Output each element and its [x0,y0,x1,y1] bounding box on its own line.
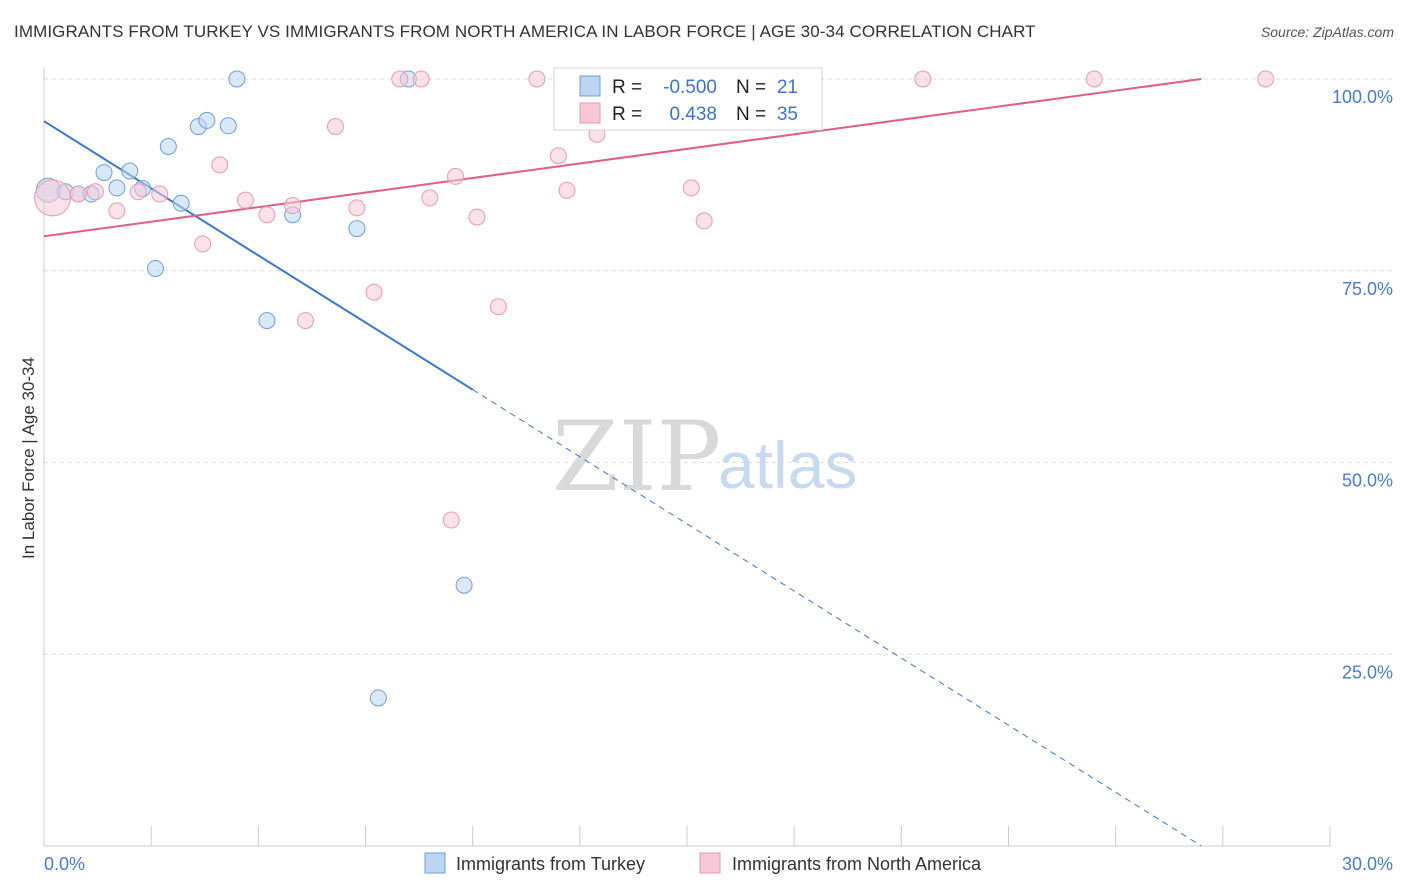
point-na-13 [348,199,366,217]
point-na-24 [558,181,576,199]
point-na-15 [391,70,409,88]
point-turkey-6 [121,162,139,180]
point-na-7 [211,156,229,174]
source-credit: Source: ZipAtlas.com [1260,24,1394,40]
point-turkey-20 [455,576,473,594]
legend-swatch-na [579,102,601,124]
data-points [34,70,1275,707]
point-na-8 [236,191,254,209]
y-axis-title: In Labor Force | Age 30-34 [19,357,38,559]
point-na-2 [86,183,104,201]
point-na-5 [151,185,169,203]
legend-n-value-na: 35 [777,104,798,125]
point-turkey-14 [228,70,246,88]
point-turkey-12 [198,111,216,129]
point-na-16 [412,70,430,88]
point-na-12 [326,118,344,136]
point-na-32 [914,70,932,88]
point-na-23 [549,147,567,165]
legend-r-value-turkey: -0.500 [663,77,717,98]
point-na-17 [421,189,439,207]
point-na-10 [284,197,302,215]
point-na-34 [1257,70,1275,88]
point-na-21 [489,298,507,316]
bottom-legend-swatch-turkey [424,852,446,874]
watermark-atlas: atlas [718,428,857,502]
point-turkey-10 [172,194,190,212]
watermark: ZIP atlas [552,401,857,513]
point-turkey-18 [369,689,387,707]
point-na-20 [468,208,486,226]
point-na-14 [365,283,383,301]
axes: 100.0% 75.0% 50.0% 25.0% 0.0% 30.0% [43,68,1393,874]
bottom-legend-label-na: Immigrants from North America [732,854,982,874]
point-turkey-13 [219,117,237,135]
watermark-zip: ZIP [552,401,721,513]
chart-title: IMMIGRANTS FROM TURKEY VS IMMIGRANTS FRO… [14,22,1036,41]
legend-r-value-na: 0.438 [669,104,717,125]
y-tick-label-1: 75.0% [1342,279,1393,299]
legend-n-label-na: N = [736,104,766,125]
x-tick-label-1: 30.0% [1342,854,1393,874]
stats-legend: R = -0.500 N = 21 R = 0.438 N = 35 [553,67,823,131]
series-legend: Immigrants from Turkey Immigrants from N… [424,852,982,874]
point-turkey-17 [348,220,366,238]
trend-line-na [43,78,1202,238]
point-na-0 [34,179,72,217]
y-tick-label-0: 100.0% [1332,87,1393,107]
point-turkey-8 [146,259,164,277]
point-na-22 [528,70,546,88]
point-na-1 [69,185,87,203]
point-na-3 [108,202,126,220]
point-na-30 [695,212,713,230]
point-na-29 [682,179,700,197]
legend-r-label-turkey: R = [612,77,642,98]
point-na-33 [1085,70,1103,88]
legend-swatch-turkey [579,75,601,97]
trend-line-turkey [43,120,474,391]
point-na-6 [194,235,212,253]
y-tick-label-3: 25.0% [1342,662,1393,682]
trend-lines [43,78,1202,847]
gridlines [44,78,1392,655]
point-na-9 [258,206,276,224]
point-na-4 [129,183,147,201]
point-turkey-15 [258,312,276,330]
point-na-11 [296,312,314,330]
trend-line-extension-turkey [472,389,1202,847]
legend-n-value-turkey: 21 [777,77,798,98]
y-tick-label-2: 50.0% [1342,471,1393,491]
legend-n-label-turkey: N = [736,77,766,98]
point-na-18 [442,511,460,529]
point-turkey-9 [159,137,177,155]
legend-r-label-na: R = [612,104,642,125]
x-tick-label-0: 0.0% [44,854,85,874]
bottom-legend-label-turkey: Immigrants from Turkey [456,854,645,874]
point-turkey-4 [95,164,113,182]
point-turkey-5 [108,179,126,197]
point-na-19 [447,167,465,185]
bottom-legend-swatch-na [699,852,721,874]
